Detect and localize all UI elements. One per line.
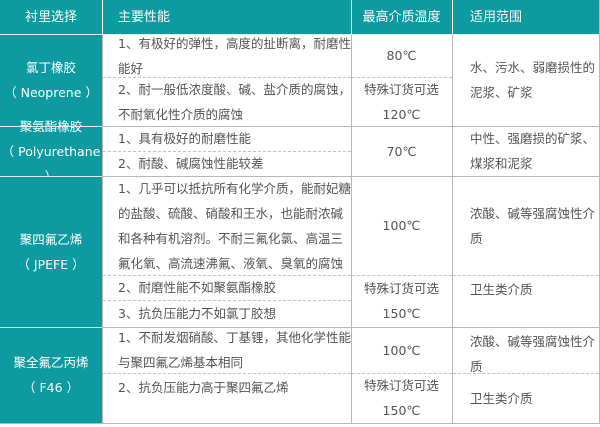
divider <box>103 77 351 78</box>
max-temperature-line: 80℃ <box>386 48 417 63</box>
lining-name: 聚全氟乙丙烯 （ F46 ） <box>0 327 102 423</box>
property-item: 2、抗负压能力高于聚四氟乙烯 <box>102 373 351 423</box>
max-temperature: 特殊订货可选 120℃ <box>351 77 452 126</box>
application-scope-line: 煤浆和泥浆 <box>470 156 533 171</box>
property-item-line: 1、有极好的弹性，高度的扯断离，耐磨性 <box>118 35 351 51</box>
property-item-line: 不耐氧化性介质的腐蚀 <box>118 106 244 122</box>
max-temperature: 80℃ <box>351 34 452 77</box>
divider <box>453 373 599 374</box>
property-item-line: 1、不耐发烟硝酸、丁基锂，其他化学性能 <box>118 330 351 345</box>
lining-name: 氯丁橡胶 （ Neoprene ） <box>0 34 102 126</box>
column-header: 适用范围 <box>452 0 599 34</box>
lining-name-line: （ F46 ） <box>22 380 80 395</box>
divider <box>102 34 103 423</box>
property-item: 2、耐一般低浓度酸、碱、盐介质的腐蚀， 不耐氧化性介质的腐蚀 <box>102 77 351 126</box>
property-item-line: 2、耐酸、碱腐蚀性能较差 <box>118 156 264 171</box>
divider <box>103 373 351 374</box>
max-temperature: 100℃ <box>351 327 452 373</box>
divider <box>352 275 452 276</box>
max-temperature-line: 100℃ <box>382 218 421 233</box>
property-item-line: 能好 <box>118 60 144 76</box>
divider <box>0 176 102 177</box>
max-temperature: 特殊订货可选 150℃ <box>351 373 452 423</box>
column-header: 衬里选择 <box>0 0 102 34</box>
lining-name-line: 聚四氟乙烯 <box>19 231 83 247</box>
property-item-line: 3、抗负压能力不如氯丁胶想 <box>118 306 276 321</box>
divider <box>0 126 102 127</box>
property-item-line: 2、耐一般低浓度酸、碱、盐介质的腐蚀， <box>118 81 351 97</box>
lining-name: 聚四氟乙烯 （ JPEFE ） <box>0 176 102 327</box>
divider <box>103 151 351 152</box>
divider <box>352 373 452 374</box>
divider <box>352 77 452 78</box>
max-temperature-line: 特殊订货可选 <box>363 378 439 393</box>
divider <box>351 34 352 423</box>
application-scope: 中性、强磨损的矿浆、 煤浆和泥浆 <box>452 126 599 176</box>
max-temperature-line: 70℃ <box>386 143 417 159</box>
divider <box>102 0 103 34</box>
max-temperature-line: 150℃ <box>382 403 421 418</box>
divider <box>102 126 599 127</box>
max-temperature-line: 特殊订货可选 <box>363 281 439 296</box>
property-item-line: 1、具有极好的耐磨性能 <box>118 131 251 146</box>
column-header: 主要性能 <box>102 0 351 34</box>
column-header: 最高介质温度 <box>351 0 452 34</box>
max-temperature-line: 150℃ <box>382 306 421 321</box>
application-scope-line: 水、污水、弱磨损性的 <box>470 60 596 75</box>
lining-name: 聚氨酯橡胶（ Polyurethane ） <box>0 119 102 184</box>
property-item: 2、耐磨性能不如聚氨酯橡胶 <box>102 275 351 300</box>
application-scope-line: 泥浆、矿浆 <box>470 85 533 100</box>
property-item-line: 2、耐磨性能不如聚氨酯橡胶 <box>118 280 276 295</box>
max-temperature-line: 特殊订货可选 <box>363 81 439 97</box>
application-scope-line: 浓酸、碱等强腐蚀性介 <box>470 334 596 349</box>
property-item-line: 氟化氧、高流速沸氟、液氧、臭氧的腐蚀 <box>118 255 344 271</box>
divider <box>452 34 453 423</box>
lining-name-line: （ JPEFE ） <box>17 256 85 272</box>
application-scope-line: 质 <box>470 359 483 374</box>
lining-name-line: （ Neoprene ） <box>4 85 98 100</box>
divider <box>351 0 352 34</box>
divider <box>0 34 599 35</box>
max-temperature-line: 120℃ <box>382 106 421 122</box>
application-scope: 浓酸、碱等强腐蚀性介质 <box>452 176 599 275</box>
application-scope: 卫生类介质 <box>452 275 599 327</box>
divider <box>103 300 351 301</box>
divider <box>0 423 600 424</box>
max-temperature: 70℃ <box>351 126 452 176</box>
divider <box>102 327 599 328</box>
property-item-line: 和各种有机溶剂。不耐三氟化氯、高温三 <box>118 230 344 246</box>
application-scope: 水、污水、弱磨损性的 泥浆、矿浆 <box>452 34 599 126</box>
property-item: 1、几乎可以抵抗所有化学介质，能耐妃糖 的盐酸、硫酸、硝酸和王水，也能耐浓碱 和各种… <box>102 176 351 275</box>
property-item: 1、具有极好的耐磨性能 <box>102 126 351 151</box>
lining-name-line: 聚全氟乙丙烯 <box>13 355 89 370</box>
max-temperature-line: 100℃ <box>382 342 421 358</box>
divider <box>453 275 599 276</box>
lining-name-line: 氯丁橡胶 <box>25 60 76 75</box>
property-item: 3、抗负压能力不如氯丁胶想 <box>102 300 351 327</box>
max-temperature: 特殊订货可选 150℃ <box>351 275 452 327</box>
property-item: 1、有极好的弹性，高度的扯断离，耐磨性 能好 <box>102 34 351 77</box>
application-scope: 卫生类介质 <box>452 373 599 423</box>
property-item-line: 1、几乎可以抵抗所有化学介质，能耐妃糖 <box>118 180 351 196</box>
application-scope-line: 质 <box>470 230 483 246</box>
application-scope-line: 中性、强磨损的矿浆、 <box>470 131 596 146</box>
property-item-line: 与聚四氟乙烯基本相同 <box>118 355 244 370</box>
divider <box>0 327 102 328</box>
property-item: 1、不耐发烟硝酸、丁基锂，其他化学性能 与聚四氟乙烯基本相同 <box>102 327 351 373</box>
application-scope-line: 卫生类介质 <box>470 390 533 406</box>
property-item-line: 2、抗负压能力高于聚四氟乙烯 <box>118 380 289 395</box>
max-temperature: 100℃ <box>351 176 452 275</box>
divider <box>452 0 453 34</box>
application-scope-line: 浓酸、碱等强腐蚀性介 <box>470 205 596 221</box>
property-item-line: 的盐酸、硫酸、硝酸和王水，也能耐浓碱 <box>118 205 344 221</box>
divider <box>103 275 351 276</box>
application-scope: 浓酸、碱等强腐蚀性介质 <box>452 327 599 374</box>
divider <box>102 176 599 177</box>
property-item: 2、耐酸、碱腐蚀性能较差 <box>102 151 351 176</box>
application-scope-line: 卫生类介质 <box>470 282 533 297</box>
